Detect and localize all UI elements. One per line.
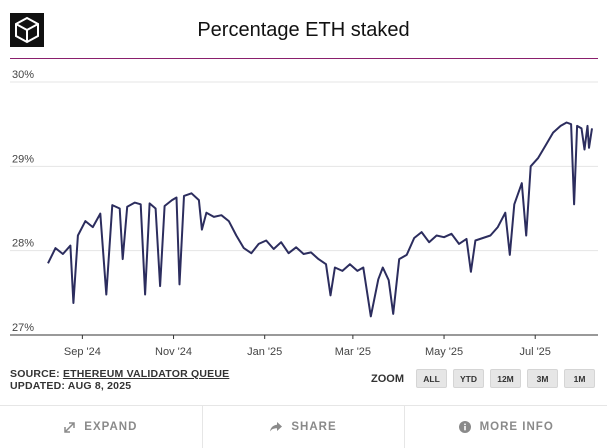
info-icon bbox=[458, 421, 471, 433]
x-tick-label: Jan '25 bbox=[247, 346, 282, 358]
x-tick-label: Nov '24 bbox=[155, 346, 192, 358]
zoom-1m-button[interactable]: 1M bbox=[564, 369, 595, 388]
chart-title: Percentage ETH staked bbox=[197, 19, 410, 41]
share-label: SHARE bbox=[291, 421, 337, 433]
zoom-controls: ZOOM ALL YTD 12M 3M 1M bbox=[371, 369, 595, 388]
y-tick-label: 30% bbox=[12, 69, 34, 81]
source-link[interactable]: ETHEREUM VALIDATOR QUEUE bbox=[62, 368, 230, 380]
more-info-label: MORE INFO bbox=[479, 421, 554, 433]
share-arrow-icon bbox=[270, 422, 283, 432]
expand-arrows-icon bbox=[64, 421, 76, 433]
zoom-all-button[interactable]: ALL bbox=[416, 369, 447, 388]
expand-label: EXPAND bbox=[84, 421, 138, 433]
action-bar: EXPAND SHARE MORE INFO bbox=[0, 405, 607, 448]
zoom-3m-button[interactable]: 3M bbox=[527, 369, 558, 388]
share-button[interactable]: SHARE bbox=[201, 406, 405, 448]
x-tick-label: Mar '25 bbox=[335, 346, 371, 358]
source-line: SOURCE: ETHEREUM VALIDATOR QUEUE bbox=[10, 368, 229, 380]
y-tick-label: 27% bbox=[12, 322, 34, 334]
y-tick-label: 29% bbox=[12, 153, 34, 165]
x-tick-label: May '25 bbox=[425, 346, 463, 358]
series-line[interactable] bbox=[47, 121, 593, 318]
chart-header: Percentage ETH staked bbox=[0, 0, 607, 60]
zoom-label: ZOOM bbox=[371, 372, 404, 385]
zoom-ytd-button[interactable]: YTD bbox=[453, 369, 484, 388]
updated-date: UPDATED: AUG 8, 2025 bbox=[10, 380, 132, 392]
zoom-12m-button[interactable]: 12M bbox=[490, 369, 521, 388]
line-chart: 27% 28% 29% 30% Sep '24 Nov '24 Jan '25 Mar '25… bbox=[10, 69, 598, 358]
source-prefix: SOURCE: bbox=[10, 368, 63, 380]
more-info-button[interactable]: MORE INFO bbox=[404, 406, 607, 448]
header-divider bbox=[10, 58, 598, 59]
y-tick-label: 28% bbox=[12, 238, 34, 250]
x-tick-label: Sep '24 bbox=[64, 346, 101, 358]
x-tick-label: Jul '25 bbox=[519, 346, 550, 358]
expand-button[interactable]: EXPAND bbox=[0, 406, 202, 448]
cube-logo-icon bbox=[10, 13, 44, 47]
source-note: SOURCE: ETHEREUM VALIDATOR QUEUE UPDATED… bbox=[10, 368, 229, 392]
